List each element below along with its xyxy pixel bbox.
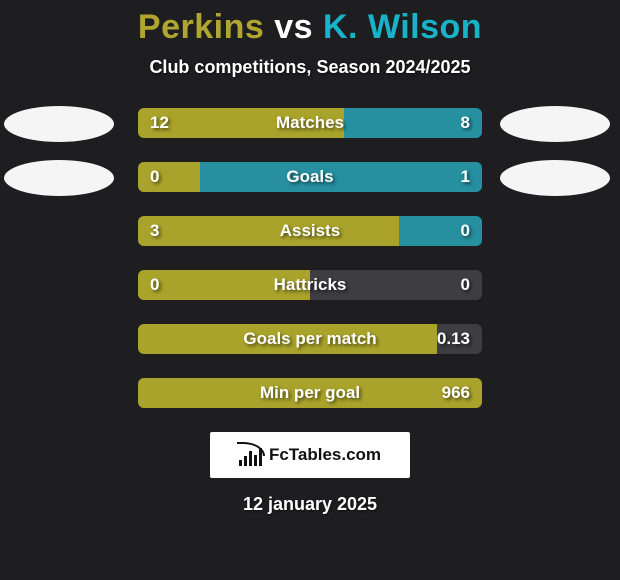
branding-text: FcTables.com: [269, 445, 381, 465]
stat-rows: Matches128Goals01Assists30Hattricks00Goa…: [0, 100, 620, 424]
stat-left-value: 0: [150, 270, 159, 300]
stat-left-value: 12: [150, 108, 169, 138]
stat-right-value: 1: [461, 162, 470, 192]
stat-label: Goals per match: [138, 324, 482, 354]
stat-left-value: 3: [150, 216, 159, 246]
title: Perkins vs K. Wilson: [0, 8, 620, 47]
player2-name: K. Wilson: [323, 8, 482, 46]
stat-label: Min per goal: [138, 378, 482, 408]
stat-right-value: 0: [461, 216, 470, 246]
bar-chart-icon: [239, 444, 263, 466]
stat-row-goals-per-match: Goals per match0.13: [0, 316, 620, 370]
stat-right-value: 0: [461, 270, 470, 300]
stat-right-value: 966: [442, 378, 470, 408]
stat-left-value: 0: [150, 162, 159, 192]
stat-bar: Hattricks0 0: [138, 270, 482, 300]
stat-label: Goals: [138, 162, 482, 192]
vs-text: vs: [274, 8, 313, 46]
stat-row-min-per-goal: Min per goal966: [0, 370, 620, 424]
branding-badge: FcTables.com: [210, 432, 410, 478]
stat-row-assists: Assists3 0: [0, 208, 620, 262]
stat-row-hattricks: Hattricks0 0: [0, 262, 620, 316]
stat-bar: Goals0 1: [138, 162, 482, 192]
subtitle: Club competitions, Season 2024/2025: [0, 57, 620, 78]
player1-badge: [4, 160, 114, 196]
stat-row-matches: Matches12 8: [0, 100, 620, 154]
stat-bar: Assists3 0: [138, 216, 482, 246]
stat-right-value: 8: [461, 108, 470, 138]
stat-label: Assists: [138, 216, 482, 246]
stat-label: Hattricks: [138, 270, 482, 300]
stat-bar: Min per goal966: [138, 378, 482, 408]
comparison-card: Perkins vs K. Wilson Club competitions, …: [0, 0, 620, 515]
stat-bar: Matches12 8: [138, 108, 482, 138]
stat-row-goals: Goals0 1: [0, 154, 620, 208]
date-text: 12 january 2025: [0, 494, 620, 515]
player1-name: Perkins: [138, 8, 264, 46]
player1-badge: [4, 106, 114, 142]
stat-label: Matches: [138, 108, 482, 138]
player2-badge: [500, 106, 610, 142]
stat-right-value: 0.13: [437, 324, 470, 354]
stat-bar: Goals per match0.13: [138, 324, 482, 354]
player2-badge: [500, 160, 610, 196]
